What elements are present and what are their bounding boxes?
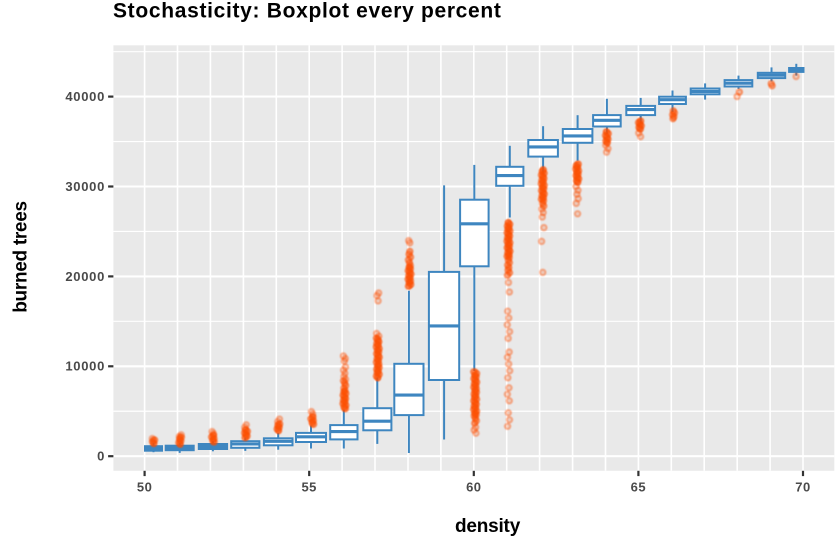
svg-text:0: 0 bbox=[97, 449, 105, 464]
svg-text:20000: 20000 bbox=[65, 269, 105, 284]
svg-text:Stochasticity: Boxplot every p: Stochasticity: Boxplot every percent bbox=[113, 0, 502, 23]
svg-text:60: 60 bbox=[466, 479, 481, 494]
svg-text:50: 50 bbox=[137, 479, 152, 494]
svg-text:10000: 10000 bbox=[65, 359, 105, 374]
svg-text:40000: 40000 bbox=[65, 89, 105, 104]
svg-text:density: density bbox=[455, 516, 521, 537]
svg-text:burned trees: burned trees bbox=[11, 201, 32, 313]
svg-text:70: 70 bbox=[795, 479, 810, 494]
svg-text:55: 55 bbox=[301, 479, 316, 494]
svg-text:65: 65 bbox=[631, 479, 646, 494]
svg-text:30000: 30000 bbox=[65, 179, 105, 194]
